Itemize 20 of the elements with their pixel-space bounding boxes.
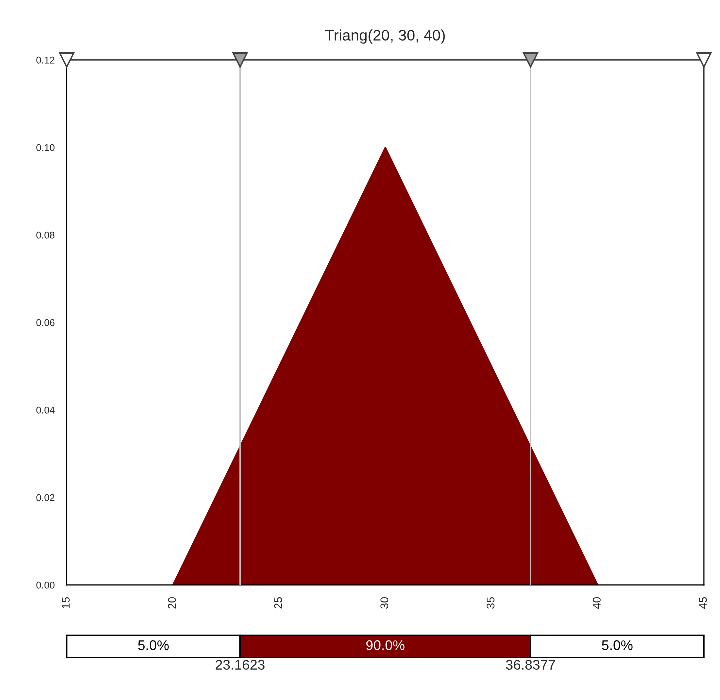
chart-title: Triang(20, 30, 40) [325, 30, 446, 44]
y-tick-label: 0.00 [36, 582, 55, 589]
y-tick-label: 0.08 [36, 232, 55, 239]
x-tick-label: 35 [486, 597, 495, 609]
x-tick-label: 45 [699, 597, 708, 610]
y-tick-label: 0.06 [36, 319, 55, 326]
x-tick-label: 25 [274, 597, 282, 609]
x-tick-label: 15 [62, 597, 70, 609]
y-tick-label: 0.02 [36, 494, 55, 502]
y-tick-label: 0.12 [36, 56, 55, 64]
x-tick-label: 20 [168, 597, 176, 609]
text: 90.0% [366, 640, 405, 650]
x-tick-label: 40 [593, 597, 601, 610]
text: 23.1623 [216, 660, 265, 670]
y-tick-label: 0.10 [36, 144, 55, 152]
x-tick-label: 30 [380, 597, 389, 609]
text: 5.0% [602, 640, 633, 650]
text: 5.0% [138, 640, 169, 650]
y-tick-label: 0.04 [36, 406, 55, 414]
text: 36.8377 [506, 660, 556, 670]
